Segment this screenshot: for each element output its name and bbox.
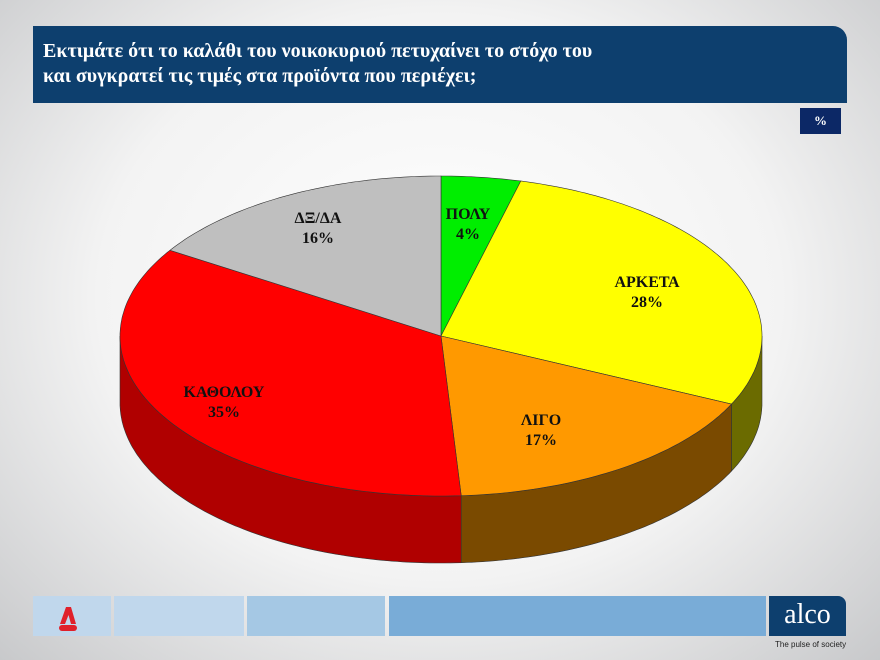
alpha-news-logo — [59, 607, 77, 631]
footer-bar-3 — [389, 596, 766, 636]
unit-badge: % — [800, 108, 841, 134]
slice-label-1: ΑΡΚΕΤΑ 28% — [614, 274, 680, 311]
alco-tagline: The pulse of society — [775, 640, 847, 649]
slice-2 — [440, 335, 732, 497]
slice-label-2: ΛΙΓΟ 17% — [520, 412, 562, 449]
alco-logo: alco — [769, 596, 846, 636]
slice-label-4: ΔΞ/ΔΑ 16% — [294, 210, 342, 247]
footer-bar-1 — [114, 596, 244, 636]
question-header: Εκτιμάτε ότι το καλάθι του νοικοκυριού π… — [33, 26, 847, 103]
slice-3 — [119, 249, 462, 497]
slice-4 — [169, 175, 442, 337]
slice-0 — [440, 175, 522, 337]
question-title: Εκτιμάτε ότι το καλάθι του νοικοκυριού π… — [43, 40, 593, 87]
slice-label-0: ΠΟΛΥ 4% — [445, 206, 491, 243]
slice-1 — [440, 180, 763, 405]
footer-bar-2 — [247, 596, 385, 636]
slice-label-3: ΚΑΘΟΛΟΥ 35% — [183, 384, 265, 421]
